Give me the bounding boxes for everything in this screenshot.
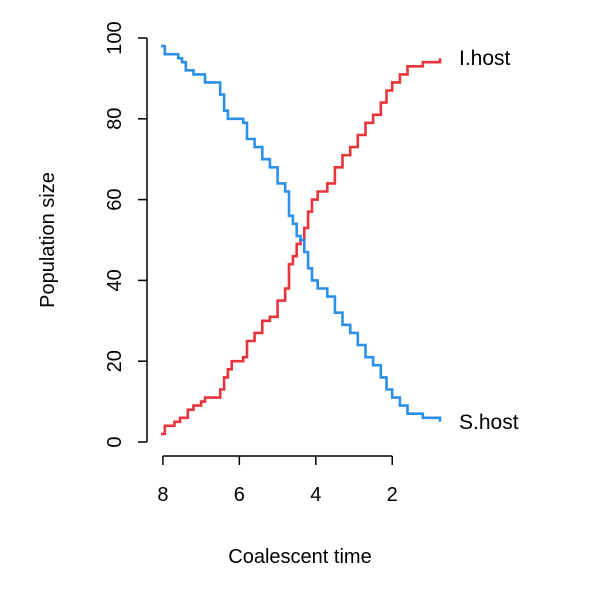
series-label-i-host: I.host [459,47,511,70]
series-line-s-host [161,44,442,422]
x-tick-label: 6 [234,484,245,506]
plot-area [161,44,442,436]
x-axis-label: Coalescent time [228,546,371,568]
y-tick-label: 80 [104,108,126,130]
series-line-i-host [161,58,442,436]
series-labels: I.host S.host [459,47,519,434]
y-ticks: 0 20 40 60 80 100 [104,21,147,448]
y-tick-label: 40 [104,269,126,291]
x-tick-label: 8 [157,484,168,506]
y-tick-label: 100 [104,21,126,54]
y-tick-label: 60 [104,188,126,210]
series-label-s-host: S.host [459,411,519,434]
x-tick-label: 4 [310,484,321,506]
x-ticks: 8 6 4 2 [157,456,398,506]
y-tick-label: 20 [104,350,126,372]
y-axis-label: Population size [37,172,59,308]
x-tick-label: 2 [387,484,398,506]
y-tick-label: 0 [104,436,126,447]
axes [146,38,393,457]
